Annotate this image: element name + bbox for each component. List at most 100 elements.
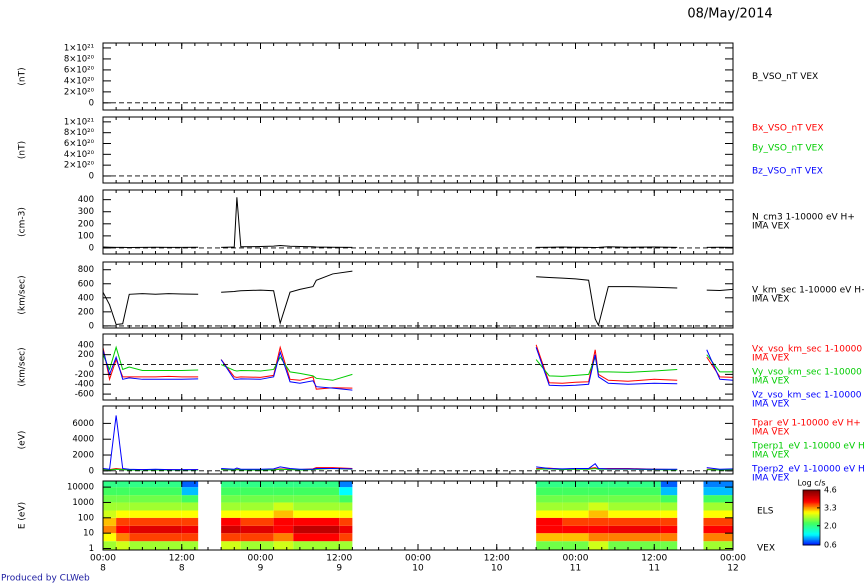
colorbar-tick-label: 0.6 (824, 541, 837, 550)
series-label-sub: IMA VEX (752, 474, 789, 484)
series-label-sub: IMA VEX (752, 377, 789, 387)
data-line (102, 197, 734, 248)
x-tick-label: 00:00 (720, 554, 746, 564)
data-line (102, 345, 733, 381)
spectrogram-cell (103, 502, 117, 511)
spectrogram-cell (293, 541, 340, 550)
y-tick-label: 200 (78, 350, 94, 360)
colorbar-segment (803, 527, 820, 529)
footer: Produced by CLWeb (1, 574, 90, 584)
spectrogram-cell (240, 487, 274, 496)
colorbar-segment (803, 540, 820, 543)
series-label: Bz_VSO_nT VEX (752, 167, 823, 177)
series-label: Bx_VSO_nT VEX (752, 124, 824, 134)
series-label: V_km_sec 1-10000 eV H+ (752, 286, 864, 296)
spectrogram-cell (221, 502, 241, 511)
y-tick-label: -400 (75, 380, 94, 390)
spectrogram-cell (240, 502, 274, 511)
data-line (102, 415, 734, 471)
spectrogram-cell (703, 502, 733, 511)
spectrogram-cell (240, 495, 274, 503)
y-tick-label: 0 (89, 98, 94, 108)
spectrogram-cell (536, 525, 563, 534)
series-label: Vy_vso_km_sec 1-10000 eV H+ (752, 368, 864, 378)
y-tick-label: 4000 (72, 435, 94, 445)
spectrogram-cell (221, 541, 241, 550)
colorbar-segment (803, 536, 820, 539)
spectrogram-cell (116, 533, 130, 542)
y-tick-label: -200 (75, 370, 94, 380)
series-label-sub: IMA VEX (752, 400, 789, 410)
spectrogram-cell (116, 517, 130, 526)
series-label: Tperp2_eV 1-10000 eV H+ (751, 465, 864, 475)
spectrogram-cell (660, 517, 678, 526)
spectrogram-cell (703, 495, 733, 503)
spectrogram-cell (103, 541, 117, 550)
data-line (102, 467, 734, 471)
spectrogram-cell (129, 533, 182, 542)
y-tick-label: 0 (89, 171, 94, 181)
spectrogram-cell (103, 517, 117, 526)
panel: (nT) B_VSO_nT VEX 02×10²⁰4×10²⁰6×10²⁰8×10²… (18, 42, 818, 111)
y-tick-label: 100 (78, 513, 94, 523)
spectrogram-cell (221, 487, 241, 496)
y-tick-label: 6×10²⁰ (64, 139, 95, 149)
x-tick-sublabel: 8 (100, 564, 106, 574)
spectrogram-cell (129, 525, 182, 534)
y-tick-label: 100 (78, 231, 94, 241)
y-tick-label: 1 (89, 544, 94, 554)
colorbar-segment (803, 517, 820, 520)
spectrogram-cell (221, 481, 241, 488)
spectrogram-cell (703, 533, 733, 542)
panel-frame (102, 333, 734, 401)
series-label: Tpar_eV 1-10000 eV H+ (751, 419, 861, 429)
spectrogram-cell (116, 495, 130, 503)
spectrogram-cell (339, 533, 353, 542)
colorbar-segment (803, 502, 820, 505)
y-axis-label: (km/sec) (18, 275, 28, 314)
spectrogram-cell (536, 533, 563, 542)
colorbar-segment (803, 523, 820, 525)
spectrogram-cell (116, 525, 130, 534)
colorbar-segment (803, 503, 820, 506)
spectrogram-cell (588, 510, 609, 518)
spectrogram-cell (293, 502, 340, 511)
y-tick-label: 10000 (67, 483, 94, 493)
spectrogram-cell (588, 525, 609, 534)
spectrogram-cell (240, 481, 274, 488)
series-label-sub: IMA VEX (752, 451, 789, 461)
colorbar-segment (803, 507, 820, 510)
spectrogram-cell (221, 510, 241, 518)
spectrogram-cell (240, 533, 274, 542)
colorbar-segment (803, 505, 820, 507)
spectrogram-cell (588, 517, 609, 526)
y-tick-label: 2×10²⁰ (64, 87, 95, 97)
spectrogram-cell (339, 510, 353, 518)
x-tick-label: 12:00 (326, 554, 352, 564)
y-tick-label: 400 (78, 293, 94, 303)
spectrogram-cell (703, 525, 733, 534)
colorbar-segment (803, 491, 820, 494)
spectrogram-cell (129, 517, 182, 526)
series-label: By_VSO_nT VEX (752, 144, 824, 154)
series-label-sub: IMA VEX (752, 222, 789, 232)
colorbar-segment (803, 498, 820, 501)
y-axis-label: (cm-3) (18, 207, 28, 237)
colorbar-segment (803, 521, 820, 524)
colorbar-segment (803, 512, 820, 514)
spectrogram-cell (116, 481, 130, 488)
panel-frame (102, 189, 734, 255)
spectrogram-cell (129, 502, 182, 511)
date: 08/May/2014 (687, 7, 772, 22)
series-label: N_cm3 1-10000 eV H+ (752, 213, 855, 223)
x-tick-label: 12:00 (169, 554, 195, 564)
spectrogram-cell (588, 533, 609, 542)
panel: (eV)Tpar_eV 1-10000 eV H+IMA VEXTperp1_e… (18, 405, 864, 484)
x-tick-label: 00:00 (405, 554, 431, 564)
colorbar-segment (803, 496, 820, 499)
spectrogram-cell (660, 525, 678, 534)
spectrogram-cell (181, 510, 199, 518)
spectrogram-cell (339, 495, 353, 503)
x-tick-sublabel: 9 (258, 564, 264, 574)
spectrogram-cell (562, 533, 589, 542)
